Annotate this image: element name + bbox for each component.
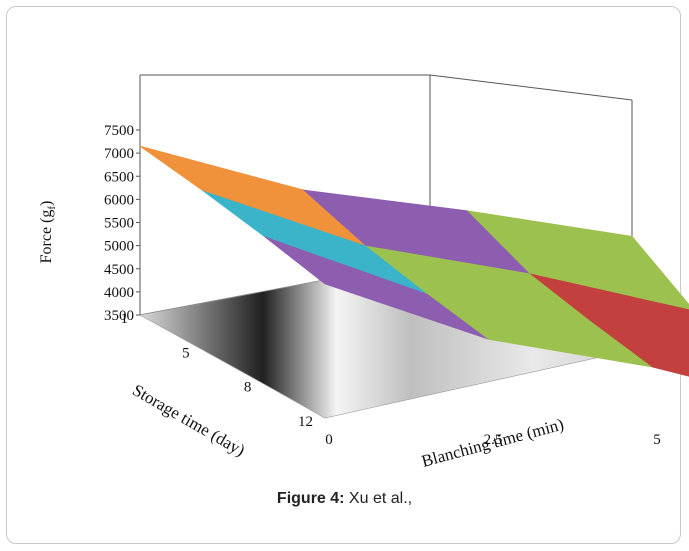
top-right-edge xyxy=(429,74,633,101)
y-tick-label: 12 xyxy=(298,414,313,430)
y-tick-label: 1 xyxy=(121,311,129,327)
z-tick-label: 6000 xyxy=(104,192,134,208)
x-tick-label: 2.5 xyxy=(484,432,503,448)
x-tick-label: 5 xyxy=(653,432,661,448)
axis-ticks: 3500400045005000550060006500700075001581… xyxy=(104,123,661,448)
surface-cell xyxy=(466,210,689,310)
surface-plot xyxy=(139,145,689,377)
surface-cell xyxy=(591,320,689,377)
z-tick-label: 5500 xyxy=(104,216,134,232)
z-tick-label: 3500 xyxy=(104,308,134,324)
y-tick-label: 5 xyxy=(182,345,190,361)
z-tick-label: 6500 xyxy=(104,169,134,185)
z-tick-label: 4500 xyxy=(104,262,134,278)
z-tick-label: 7000 xyxy=(104,146,134,162)
y-axis-title: Storage time (day) xyxy=(129,380,248,460)
x-tick-label: 0 xyxy=(325,432,333,448)
caption-text: Xu et al., xyxy=(344,490,413,507)
caption-label: Figure 4: xyxy=(276,490,345,507)
figure-caption: Figure 4: Xu et al., xyxy=(0,490,689,508)
y-tick-label: 8 xyxy=(244,380,252,396)
z-tick-label: 5000 xyxy=(104,239,134,255)
z-tick-label: 4000 xyxy=(104,285,134,301)
x-axis-title: Blanching time (min) xyxy=(419,415,565,471)
z-tick-label: 7500 xyxy=(104,123,134,139)
z-axis-title: Force (gf) xyxy=(38,201,58,264)
